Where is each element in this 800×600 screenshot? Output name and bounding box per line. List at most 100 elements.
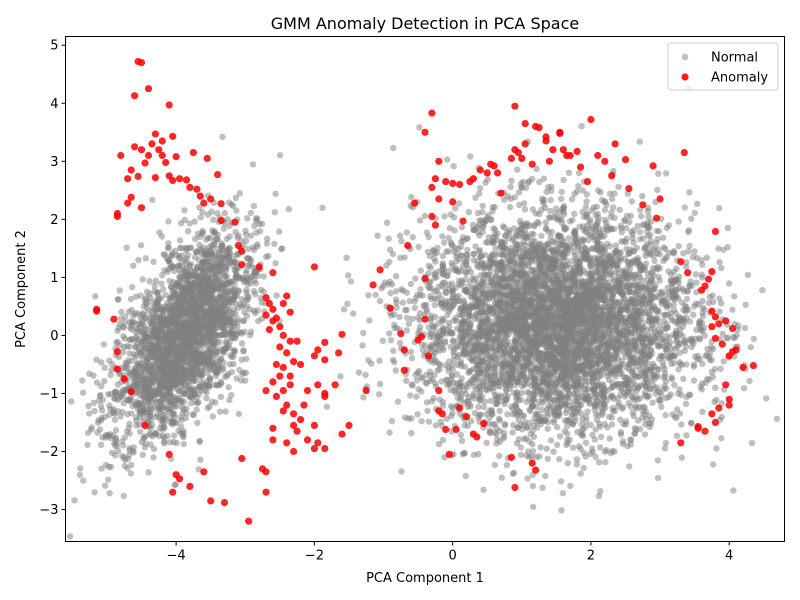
normal-point xyxy=(254,241,261,248)
normal-point xyxy=(88,426,95,433)
normal-point xyxy=(152,431,159,438)
normal-point xyxy=(544,425,551,432)
normal-point xyxy=(181,207,188,214)
normal-point xyxy=(222,299,229,306)
normal-point xyxy=(114,296,122,303)
normal-point xyxy=(556,456,563,463)
normal-point xyxy=(180,285,187,293)
normal-point xyxy=(184,327,191,334)
normal-point xyxy=(671,382,678,389)
normal-point xyxy=(191,349,198,356)
normal-point xyxy=(258,220,266,227)
normal-point xyxy=(247,209,255,217)
normal-point xyxy=(417,267,424,274)
normal-point xyxy=(222,408,229,415)
normal-point xyxy=(127,295,135,303)
normal-point xyxy=(254,215,261,222)
normal-point xyxy=(560,176,567,184)
normal-point xyxy=(98,383,105,390)
normal-point xyxy=(250,246,258,254)
normal-point xyxy=(226,233,233,240)
normal-point xyxy=(91,407,98,415)
normal-point xyxy=(398,238,405,245)
normal-point xyxy=(565,169,573,176)
normal-point xyxy=(176,244,184,252)
normal-point xyxy=(460,449,468,457)
normal-point xyxy=(126,430,133,437)
normal-point xyxy=(184,353,191,360)
normal-point xyxy=(467,153,474,160)
normal-point xyxy=(137,428,144,436)
normal-point xyxy=(203,395,210,402)
normal-point xyxy=(165,218,172,225)
normal-point xyxy=(159,394,166,402)
normal-point xyxy=(130,262,137,269)
normal-point xyxy=(194,319,201,326)
normal-point xyxy=(121,319,129,326)
normal-point xyxy=(197,214,204,221)
normal-point xyxy=(529,206,537,213)
normal-point xyxy=(219,133,226,141)
normal-point xyxy=(217,408,224,415)
normal-point xyxy=(249,161,257,168)
normal-point xyxy=(628,198,636,205)
normal-point xyxy=(263,240,271,247)
normal-point xyxy=(686,242,693,250)
normal-point xyxy=(211,263,218,270)
normal-point xyxy=(376,297,384,305)
normal-point xyxy=(235,232,242,239)
normal-point xyxy=(243,231,250,238)
normal-point xyxy=(228,278,235,286)
normal-point xyxy=(597,444,604,451)
normal-point xyxy=(157,404,165,411)
normal-point xyxy=(177,278,184,285)
normal-point xyxy=(135,371,143,379)
normal-point xyxy=(158,280,165,287)
normal-point xyxy=(166,439,174,446)
normal-points-layer xyxy=(66,84,781,540)
normal-point xyxy=(180,430,187,437)
normal-point xyxy=(196,326,203,333)
normal-point xyxy=(180,440,187,448)
normal-point xyxy=(441,213,448,220)
normal-point xyxy=(98,407,106,414)
normal-point xyxy=(235,287,243,294)
normal-point xyxy=(221,328,228,335)
normal-point xyxy=(219,366,226,374)
normal-point xyxy=(178,416,185,424)
normal-point xyxy=(105,391,112,398)
normal-point xyxy=(190,376,197,384)
normal-point xyxy=(109,361,116,368)
normal-point xyxy=(207,234,214,242)
normal-point xyxy=(177,270,184,277)
normal-point xyxy=(412,275,419,282)
normal-point xyxy=(172,381,179,389)
normal-point xyxy=(124,411,131,418)
normal-point xyxy=(273,292,280,299)
normal-point xyxy=(221,274,228,281)
normal-point xyxy=(243,312,251,320)
normal-point xyxy=(221,310,229,317)
normal-point xyxy=(194,362,202,370)
normal-point xyxy=(148,421,156,429)
normal-point xyxy=(146,294,154,301)
normal-point xyxy=(558,195,565,202)
normal-point xyxy=(66,533,74,540)
normal-point xyxy=(198,287,205,294)
normal-point xyxy=(145,469,152,476)
normal-point xyxy=(114,338,121,346)
normal-point xyxy=(163,317,171,324)
normal-point xyxy=(498,474,505,481)
normal-point xyxy=(529,441,536,448)
normal-point xyxy=(146,430,154,437)
normal-point xyxy=(99,396,107,404)
normal-point xyxy=(716,204,723,212)
normal-point xyxy=(225,259,233,267)
normal-point xyxy=(403,327,411,334)
normal-point xyxy=(617,416,624,423)
normal-point xyxy=(675,242,682,250)
normal-point xyxy=(125,357,132,364)
normal-point xyxy=(205,356,212,363)
normal-point xyxy=(142,332,149,339)
normal-point xyxy=(175,305,182,312)
